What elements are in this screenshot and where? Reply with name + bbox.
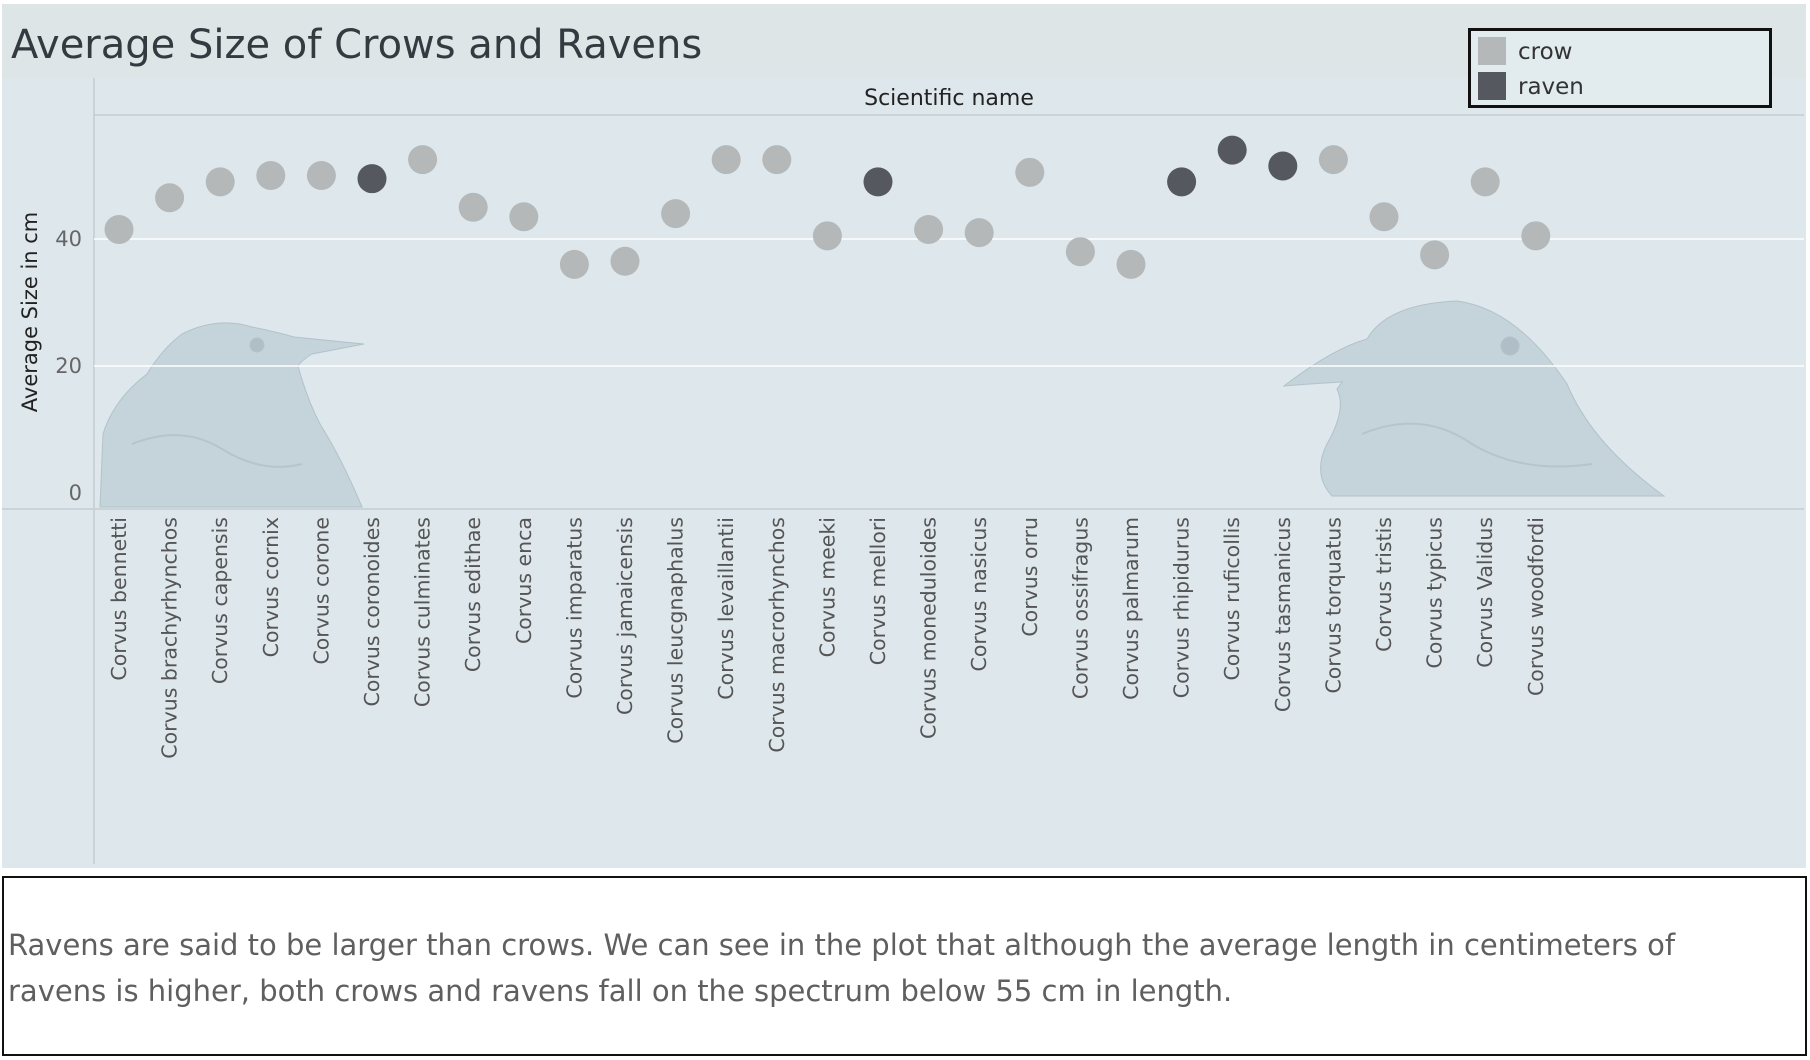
- point-crow[interactable]: [1420, 240, 1450, 270]
- point-crow[interactable]: [408, 145, 438, 175]
- point-crow[interactable]: [661, 199, 691, 229]
- y-axis-label: Average Size in cm: [18, 212, 42, 413]
- x-tick-label: Corvus macrorhynchos: [765, 517, 789, 753]
- point-crow[interactable]: [104, 214, 134, 244]
- raven-color-swatch: [1478, 72, 1506, 100]
- y-tick-label: 20: [55, 354, 82, 378]
- x-tick-label: Corvus mellori: [866, 517, 890, 665]
- legend-label-raven: raven: [1518, 74, 1584, 100]
- point-crow[interactable]: [205, 167, 235, 197]
- x-tick-label: Corvus woodfordi: [1524, 517, 1548, 696]
- x-tick-label: Corvus palmarum: [1119, 517, 1143, 700]
- x-tick-label: Corvus bennetti: [107, 517, 131, 681]
- x-tick-label: Corvus tristis: [1372, 517, 1396, 652]
- chart-dashboard: Average Size of Crows and Ravens Scienti…: [2, 4, 1806, 868]
- point-crow[interactable]: [762, 145, 792, 175]
- x-tick-label: Corvus tasmanicus: [1271, 517, 1295, 712]
- caption-text: Ravens are said to be larger than crows.…: [8, 928, 1676, 1008]
- x-tick-label: Corvus edithae: [461, 517, 485, 672]
- x-tick-label: Corvus imparatus: [562, 517, 586, 699]
- caption-box: Ravens are said to be larger than crows.…: [2, 876, 1807, 1056]
- x-tick-label: Corvus moneduloides: [917, 517, 941, 739]
- point-crow[interactable]: [711, 145, 741, 175]
- legend-label-crow: crow: [1518, 39, 1573, 65]
- x-tick-label: Corvus ossifragus: [1068, 517, 1092, 699]
- point-crow[interactable]: [509, 202, 539, 232]
- x-tick-label: Corvus jamaicensis: [613, 517, 637, 715]
- point-crow[interactable]: [559, 249, 589, 279]
- y-tick-label: 0: [69, 481, 82, 505]
- crow-photo: [99, 322, 365, 508]
- point-crow[interactable]: [1369, 202, 1399, 232]
- point-crow[interactable]: [812, 221, 842, 251]
- crow-color-swatch: [1478, 37, 1506, 65]
- x-tick-label: Corvus meeki: [815, 517, 839, 657]
- point-crow[interactable]: [610, 246, 640, 276]
- x-tick-label: Corvus levaillantii: [714, 517, 738, 700]
- legend: crow raven: [1468, 28, 1772, 108]
- point-crow[interactable]: [1521, 221, 1551, 251]
- point-raven[interactable]: [1217, 135, 1247, 165]
- x-tick-label: Corvus brachyrhynchos: [158, 517, 182, 759]
- point-crow[interactable]: [256, 161, 286, 190]
- x-tick-label: Corvus capensis: [208, 517, 232, 684]
- x-axis-ticks: Corvus bennetti Corvus brachyrhynchos Corv…: [107, 517, 1548, 759]
- data-points: [104, 135, 1551, 279]
- x-tick-label: Corvus corone: [309, 517, 333, 665]
- x-tick-label: Corvus typicus: [1423, 517, 1447, 668]
- x-tick-label: Corvus culminates: [411, 517, 435, 707]
- x-tick-label: Corvus coronoides: [360, 517, 384, 706]
- x-tick-label: Corvus nasicus: [967, 517, 991, 671]
- column-header: Scientific name: [864, 86, 1034, 111]
- x-tick-label: Corvus enca: [512, 517, 536, 644]
- point-crow[interactable]: [964, 218, 994, 248]
- chart-title: Average Size of Crows and Ravens: [11, 22, 703, 68]
- x-tick-label: Corvus Validus: [1473, 517, 1497, 668]
- point-raven[interactable]: [1268, 151, 1298, 181]
- point-crow[interactable]: [1318, 145, 1348, 175]
- point-crow[interactable]: [1470, 167, 1500, 197]
- x-tick-label: Corvus cornix: [259, 517, 283, 657]
- grid-layer: [94, 238, 1804, 367]
- x-tick-label: Corvus torquatus: [1321, 517, 1345, 694]
- point-crow[interactable]: [1015, 157, 1045, 187]
- point-crow[interactable]: [1065, 237, 1095, 267]
- point-crow[interactable]: [458, 192, 488, 222]
- x-tick-label: Corvus leucgnaphalus: [664, 517, 688, 744]
- point-raven[interactable]: [357, 164, 387, 194]
- point-crow[interactable]: [306, 161, 336, 190]
- y-axis-ticks: 0 20 40: [55, 227, 82, 505]
- point-crow[interactable]: [914, 214, 944, 244]
- point-crow[interactable]: [1116, 249, 1146, 279]
- x-tick-label: Corvus ruficollis: [1220, 517, 1244, 681]
- raven-photo: [1282, 300, 1666, 497]
- y-tick-label: 40: [55, 227, 82, 251]
- scatter-plot: Scientific name Average Size in cm 0 20 40…: [2, 78, 1806, 864]
- x-tick-label: Corvus rhipidurus: [1170, 517, 1194, 698]
- point-raven[interactable]: [1167, 167, 1197, 197]
- point-crow[interactable]: [155, 183, 185, 213]
- point-raven[interactable]: [863, 167, 893, 197]
- x-tick-label: Corvus orru: [1018, 517, 1042, 637]
